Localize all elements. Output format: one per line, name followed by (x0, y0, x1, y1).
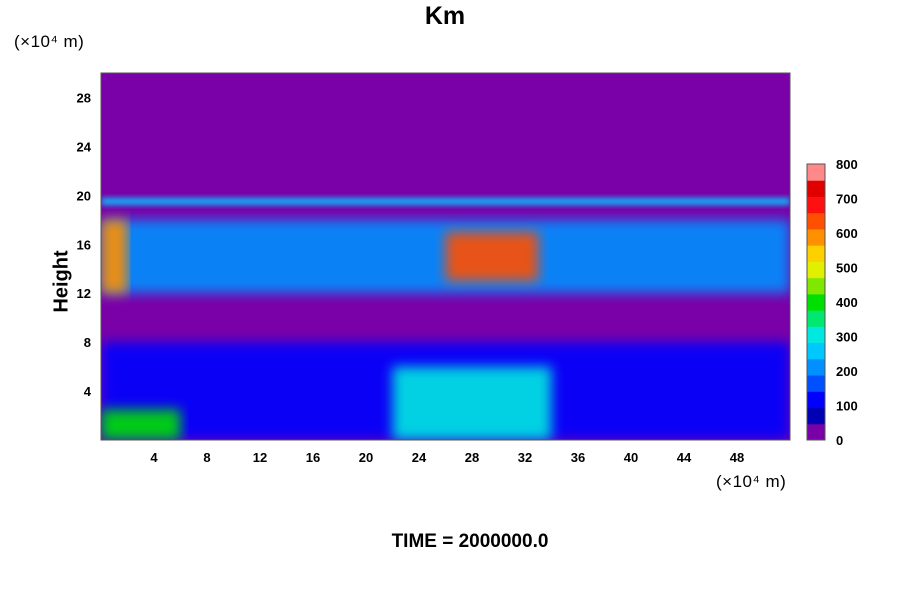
colorbar-segment (807, 212, 825, 230)
y-tick-label: 12 (77, 286, 91, 301)
colorbar-segment (807, 277, 825, 295)
colorbar-tick-label: 700 (836, 192, 858, 207)
field-region-4 (101, 409, 181, 440)
field-region-0 (101, 197, 790, 206)
colorbar-tick-label: 800 (836, 157, 858, 172)
colorbar-segment (807, 245, 825, 262)
plot-frame (100, 72, 791, 441)
colorbar-segment (807, 326, 825, 344)
x-tick-label: 44 (677, 450, 692, 465)
colorbar-segment (807, 228, 825, 246)
time-footer: TIME = 2000000.0 (391, 531, 549, 552)
y-tick-label: 4 (84, 384, 92, 399)
x-axis-unit: (×10⁴ m) (716, 472, 787, 491)
colorbar-tick-label: 600 (836, 226, 858, 241)
chart-title: Km (424, 2, 466, 30)
x-tick-label: 8 (203, 450, 210, 465)
x-tick-label: 12 (253, 450, 267, 465)
field-layer (101, 73, 790, 440)
colorbar-tick-label: 300 (836, 330, 858, 345)
y-tick-label: 20 (77, 188, 91, 203)
colorbar-segment (807, 342, 825, 360)
y-ticks: 4 8 12 16 20 24 28 (77, 90, 92, 399)
y-tick-label: 28 (77, 90, 91, 105)
x-tick-label: 24 (412, 450, 427, 465)
colorbar-tick-label: 0 (836, 433, 843, 448)
colorbar-tick-label: 200 (836, 364, 858, 379)
x-tick-label: 48 (730, 450, 744, 465)
field-region-5 (445, 232, 539, 281)
colorbar: 0 100 200 300 400 500 600 700 800 (806, 157, 858, 448)
colorbar-segment (807, 196, 825, 214)
x-ticks: 4 8 12 16 20 24 28 32 36 40 44 48 (150, 450, 744, 465)
colorbar-segment (807, 423, 825, 441)
colorbar-segment (807, 310, 825, 327)
colorbar-segment (807, 375, 825, 392)
y-tick-label: 8 (84, 335, 91, 350)
colorbar-tick-label: 400 (836, 295, 858, 310)
x-tick-label: 32 (518, 450, 532, 465)
colorbar-segment (807, 180, 825, 197)
colorbar-tick-label: 100 (836, 399, 858, 414)
y-tick-label: 16 (77, 237, 91, 252)
colorbar-segment (807, 407, 825, 425)
colorbar-segment (807, 358, 825, 376)
x-tick-label: 28 (465, 450, 479, 465)
x-tick-label: 16 (306, 450, 320, 465)
colorbar-segment (807, 391, 825, 409)
colorbar-frame (806, 163, 826, 441)
x-tick-label: 36 (571, 450, 585, 465)
y-axis-unit: (×10⁴ m) (14, 32, 85, 51)
x-tick-label: 4 (150, 450, 158, 465)
x-tick-label: 40 (624, 450, 638, 465)
x-tick-label: 20 (359, 450, 373, 465)
y-tick-label: 24 (77, 139, 92, 154)
colorbar-segment (807, 261, 825, 279)
colorbar-tick-label: 500 (836, 261, 858, 276)
colorbar-segment (807, 293, 825, 311)
field-region-3 (392, 366, 552, 440)
field-region-6 (101, 219, 128, 294)
colorbar-segment (807, 164, 825, 181)
